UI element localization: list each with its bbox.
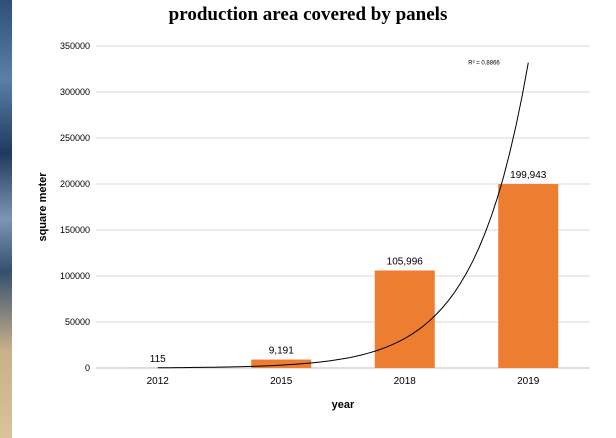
x-tick-label: 2018 — [394, 376, 417, 387]
trendline — [157, 62, 529, 369]
y-axis-title: square meter — [37, 172, 49, 242]
background-photo-strip — [0, 0, 12, 438]
x-tick-label: 2012 — [147, 376, 170, 387]
y-tick-label: 0 — [85, 363, 90, 373]
data-label: 115 — [150, 354, 166, 365]
bar — [251, 359, 312, 368]
x-axis-title: year — [332, 399, 355, 411]
x-tick-label: 2019 — [517, 376, 540, 387]
y-tick-label: 50000 — [65, 317, 90, 327]
y-tick-label: 200000 — [60, 179, 90, 189]
chart-title: production area covered by panels — [168, 4, 448, 25]
y-tick-label: 150000 — [60, 225, 90, 235]
data-labels: 115 9,191 105,996 199,943 — [150, 170, 547, 365]
data-label: 199,943 — [510, 170, 547, 181]
y-tick-labels: 0 50000 100000 150000 200000 250000 300000 3500… — [60, 41, 90, 373]
data-label: 9,191 — [269, 346, 294, 357]
bar — [374, 270, 435, 368]
x-tick-label: 2015 — [270, 376, 293, 387]
y-tick-label: 350000 — [60, 41, 90, 51]
bar-series — [127, 184, 559, 368]
bar — [498, 184, 559, 368]
x-tick-labels: 2012 2015 2018 2019 — [147, 376, 540, 387]
data-label: 105,996 — [387, 256, 424, 267]
y-tick-label: 250000 — [60, 133, 90, 143]
y-tick-label: 300000 — [60, 87, 90, 97]
y-tick-label: 100000 — [60, 271, 90, 281]
r-squared-label: R² = 0.8866 — [468, 61, 500, 67]
